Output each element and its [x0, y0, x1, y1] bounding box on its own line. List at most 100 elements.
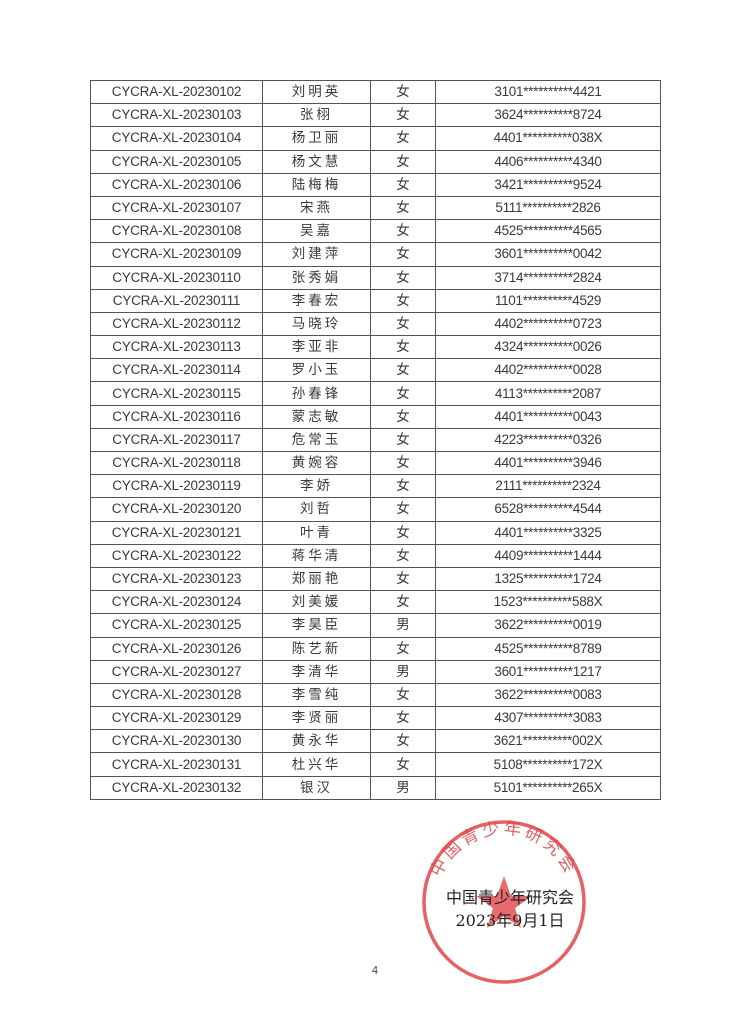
member-gender-cell: 女 — [370, 126, 436, 151]
table-row: CYCRA-XL-20230120 刘哲女 6528**********4544 — [90, 497, 661, 522]
member-id-cell: CYCRA-XL-20230130 — [90, 729, 263, 754]
member-id-cell: CYCRA-XL-20230103 — [90, 103, 263, 128]
member-name-cell: 危常玉 — [262, 427, 371, 453]
member-id-cell: CYCRA-XL-20230119 — [90, 474, 263, 499]
member-gender-cell: 女 — [370, 427, 436, 453]
table-row: CYCRA-XL-20230104 杨卫丽女 4401**********038X — [90, 126, 661, 151]
table-row: CYCRA-XL-20230125 李昊臣男 3622**********0019 — [90, 613, 661, 638]
member-id-number-cell: 3714**********2824 — [435, 265, 661, 290]
table-row: CYCRA-XL-20230130 黄永华女 3621**********002X — [90, 729, 661, 754]
table-row: CYCRA-XL-20230126 陈艺新女 4525**********8789 — [90, 636, 661, 661]
member-id-number-cell: 4307**********3083 — [435, 706, 661, 731]
member-id-number-cell: 4402**********0028 — [435, 358, 661, 383]
member-id-number-cell: 4113**********2087 — [435, 381, 661, 406]
member-id-cell: CYCRA-XL-20230109 — [90, 242, 263, 267]
member-id-cell: CYCRA-XL-20230104 — [90, 126, 263, 151]
member-id-number-cell: 4401**********3325 — [435, 520, 661, 545]
member-gender-cell: 女 — [370, 103, 436, 128]
member-id-number-cell: 3622**********0019 — [435, 613, 661, 638]
member-gender-cell: 男 — [370, 775, 436, 800]
member-id-cell: CYCRA-XL-20230108 — [90, 219, 263, 244]
member-name-cell: 吴嘉 — [262, 219, 371, 244]
table-row: CYCRA-XL-20230122 蒋华清女 4409**********1444 — [90, 543, 661, 568]
member-id-cell: CYCRA-XL-20230102 — [90, 79, 263, 105]
member-name-cell: 刘哲 — [262, 497, 371, 522]
member-id-cell: CYCRA-XL-20230125 — [90, 613, 263, 638]
member-name-cell: 刘美媛 — [262, 590, 371, 615]
member-id-number-cell: 4401**********038X — [435, 126, 661, 151]
member-name-cell: 黄婉容 — [262, 450, 371, 476]
table-row: CYCRA-XL-20230118 黄婉容女 4401**********3946 — [90, 450, 661, 476]
member-gender-cell: 女 — [370, 752, 436, 777]
member-name-cell: 李贤丽 — [262, 706, 371, 731]
table-row: CYCRA-XL-20230110 张秀娟女 3714**********2824 — [90, 265, 661, 290]
table-row: CYCRA-XL-20230115 孙春锋女 4113**********2087 — [90, 381, 661, 406]
member-id-number-cell: 5108**********172X — [435, 752, 661, 777]
member-id-cell: CYCRA-XL-20230129 — [90, 706, 263, 731]
member-id-cell: CYCRA-XL-20230126 — [90, 636, 263, 661]
member-gender-cell: 女 — [370, 265, 436, 290]
table-row: CYCRA-XL-20230119 李娇女 2111**********2324 — [90, 474, 661, 499]
member-id-number-cell: 4401**********0043 — [435, 404, 661, 429]
table-row: CYCRA-XL-20230117 危常玉女 4223**********0326 — [90, 427, 661, 453]
member-name-cell: 李春宏 — [262, 288, 371, 313]
table-row: CYCRA-XL-20230113 李亚非女 4324**********0026 — [90, 335, 661, 360]
member-id-cell: CYCRA-XL-20230131 — [90, 752, 263, 777]
member-name-cell: 刘明英 — [262, 79, 371, 105]
member-id-cell: CYCRA-XL-20230112 — [90, 311, 263, 337]
member-id-cell: CYCRA-XL-20230118 — [90, 450, 263, 476]
member-id-number-cell: 3624**********8724 — [435, 103, 661, 128]
member-id-number-cell: 2111**********2324 — [435, 474, 661, 499]
svg-text:中国青少年研究会: 中国青少年研究会 — [427, 819, 580, 880]
member-id-cell: CYCRA-XL-20230116 — [90, 404, 263, 429]
member-name-cell: 李娇 — [262, 474, 371, 499]
member-name-cell: 蒋华清 — [262, 543, 371, 568]
member-id-number-cell: 3601**********1217 — [435, 659, 661, 684]
member-gender-cell: 女 — [370, 566, 436, 592]
member-name-cell: 罗小玉 — [262, 358, 371, 383]
table-row: CYCRA-XL-20230109 刘建萍女 3601**********0042 — [90, 242, 661, 267]
table-row: CYCRA-XL-20230107 宋燕女 5111**********2826 — [90, 195, 661, 221]
member-gender-cell: 女 — [370, 381, 436, 406]
member-id-cell: CYCRA-XL-20230117 — [90, 427, 263, 453]
table-row: CYCRA-XL-20230102 刘明英女 3101**********4421 — [90, 79, 661, 105]
member-name-cell: 张栩 — [262, 103, 371, 128]
member-id-cell: CYCRA-XL-20230123 — [90, 566, 263, 592]
member-gender-cell: 女 — [370, 590, 436, 615]
member-gender-cell: 女 — [370, 450, 436, 476]
member-name-cell: 杨卫丽 — [262, 126, 371, 151]
table-row: CYCRA-XL-20230108 吴嘉女 4525**********4565 — [90, 219, 661, 244]
member-id-cell: CYCRA-XL-20230122 — [90, 543, 263, 568]
member-name-cell: 李昊臣 — [262, 613, 371, 638]
member-gender-cell: 女 — [370, 497, 436, 522]
table-row: CYCRA-XL-20230121 叶青女 4401**********3325 — [90, 520, 661, 545]
member-gender-cell: 女 — [370, 729, 436, 754]
star-icon — [476, 876, 532, 928]
member-name-cell: 陈艺新 — [262, 636, 371, 661]
member-id-number-cell: 4406**********4340 — [435, 149, 661, 174]
member-name-cell: 叶青 — [262, 520, 371, 545]
member-name-cell: 陆梅梅 — [262, 172, 371, 197]
member-id-cell: CYCRA-XL-20230106 — [90, 172, 263, 197]
table-row: CYCRA-XL-20230132 银汉男 5101**********265X — [90, 775, 661, 800]
member-name-cell: 蒙志敏 — [262, 404, 371, 429]
table-row: CYCRA-XL-20230116 蒙志敏女 4401**********0043 — [90, 404, 661, 429]
table-row: CYCRA-XL-20230131 杜兴华女 5108**********172X — [90, 752, 661, 777]
member-id-number-cell: 3101**********4421 — [435, 79, 661, 105]
member-id-number-cell: 3621**********002X — [435, 729, 661, 754]
table-row: CYCRA-XL-20230112 马晓玲女 4402**********0723 — [90, 311, 661, 337]
member-gender-cell: 女 — [370, 195, 436, 221]
member-id-cell: CYCRA-XL-20230114 — [90, 358, 263, 383]
member-gender-cell: 男 — [370, 659, 436, 684]
member-gender-cell: 女 — [370, 311, 436, 337]
member-name-cell: 宋燕 — [262, 195, 371, 221]
member-gender-cell: 女 — [370, 172, 436, 197]
organization-name: 中国青少年研究会 — [445, 888, 574, 907]
table-row: CYCRA-XL-20230127 李清华男 3601**********1217 — [90, 659, 661, 684]
member-gender-cell: 女 — [370, 543, 436, 568]
table-row: CYCRA-XL-20230105 杨文慧女 4406**********4340 — [90, 149, 661, 174]
member-id-number-cell: 5111**********2826 — [435, 195, 661, 221]
member-gender-cell: 男 — [370, 613, 436, 638]
member-name-cell: 黄永华 — [262, 729, 371, 754]
member-gender-cell: 女 — [370, 682, 436, 708]
